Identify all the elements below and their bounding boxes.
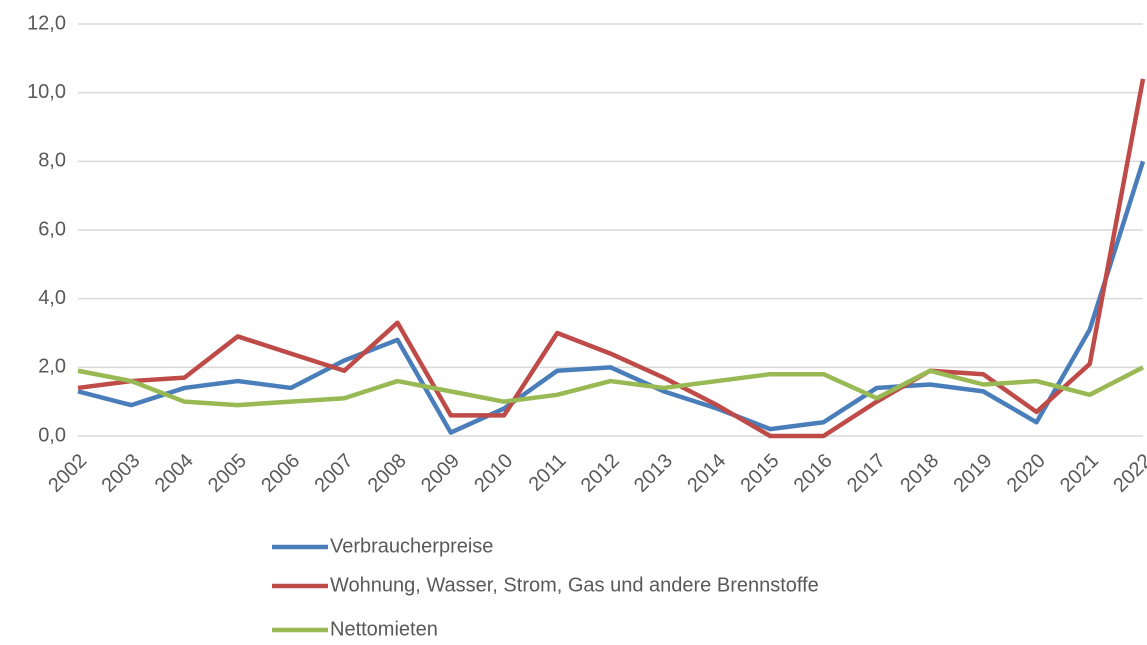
- x-tick-label: 2003: [97, 450, 144, 497]
- y-tick-label: 0,0: [38, 424, 66, 446]
- x-tick-label: 2012: [577, 450, 624, 497]
- x-tick-label: 2006: [257, 450, 304, 497]
- legend-label: Wohnung, Wasser, Strom, Gas und andere B…: [330, 574, 819, 596]
- x-tick-label: 2002: [44, 450, 91, 497]
- x-tick-label: 2009: [417, 450, 464, 497]
- y-tick-label: 4,0: [38, 287, 66, 309]
- x-tick-label: 2004: [151, 450, 198, 497]
- x-tick-label: 2013: [630, 450, 677, 497]
- y-tick-label: 6,0: [38, 218, 66, 240]
- y-tick-label: 8,0: [38, 150, 66, 172]
- y-tick-label: 2,0: [38, 356, 66, 378]
- x-tick-label: 2017: [843, 450, 890, 497]
- line-series: [77, 365, 1145, 408]
- x-tick-label: 2005: [204, 450, 251, 497]
- x-tick-label: 2014: [683, 450, 730, 497]
- x-tick-label: 2011: [525, 450, 571, 496]
- y-tick-label: 12,0: [27, 12, 66, 34]
- legend-label: Nettomieten: [330, 618, 438, 640]
- line-series: [77, 160, 1146, 435]
- line-series: [77, 78, 1146, 439]
- x-tick-label: 2020: [1003, 450, 1050, 497]
- x-tick-label: 2021: [1056, 450, 1103, 497]
- x-tick-label: 2018: [896, 450, 943, 497]
- x-tick-label: 2008: [364, 450, 411, 497]
- x-tick-label: 2007: [310, 450, 357, 497]
- x-tick-label: 2016: [790, 450, 837, 497]
- x-tick-label: 2022: [1109, 450, 1147, 497]
- x-tick-label: 2015: [736, 450, 783, 497]
- x-tick-label: 2019: [949, 450, 996, 497]
- y-tick-label: 10,0: [27, 81, 66, 103]
- legend-label: Verbraucherpreise: [330, 535, 493, 557]
- x-tick-label: 2010: [470, 450, 517, 497]
